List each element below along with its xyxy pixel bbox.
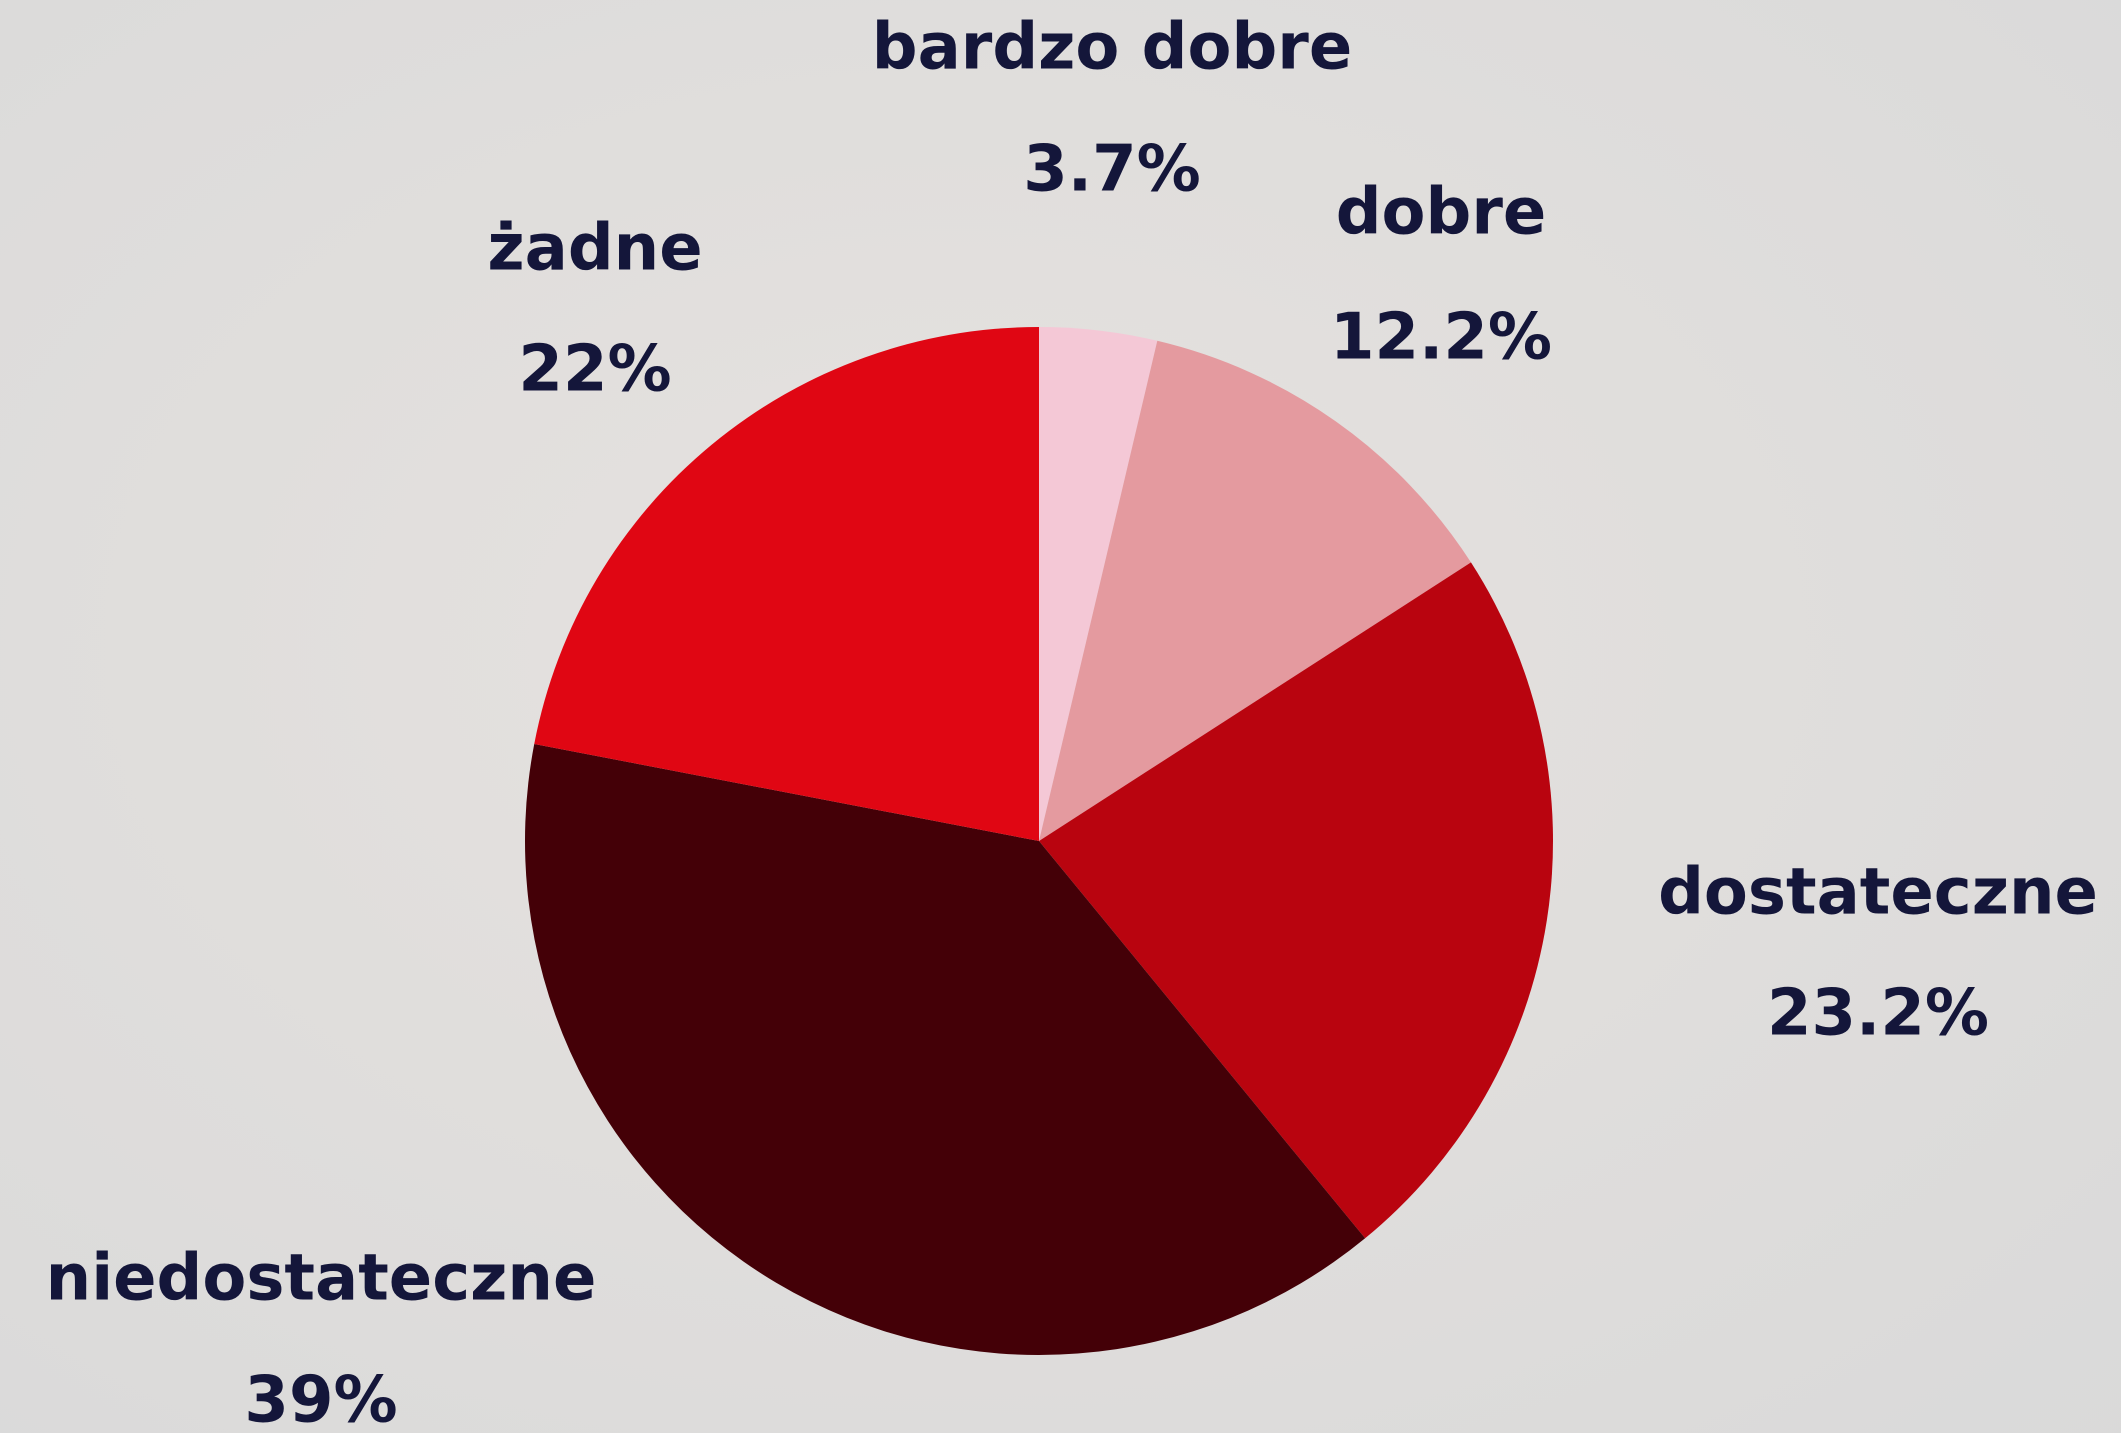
pie-slice bbox=[1039, 327, 1158, 841]
category-label: bardzo dobre bbox=[872, 11, 1352, 85]
category-label: dostateczne bbox=[1658, 856, 2098, 930]
pie-slice bbox=[1039, 562, 1553, 1239]
pie-slice bbox=[534, 327, 1039, 841]
value-label: 3.7% bbox=[1023, 133, 1201, 207]
value-label: 23.2% bbox=[1767, 977, 1989, 1051]
pie-slice bbox=[525, 743, 1366, 1355]
pie bbox=[525, 327, 1553, 1355]
category-label: dobre bbox=[1336, 176, 1547, 250]
category-label: żadne bbox=[487, 212, 702, 286]
labels: bardzo dobre 3.7% dobre 12.2% dostateczne 23.… bbox=[46, 11, 2098, 1433]
category-label: niedostateczne bbox=[46, 1242, 597, 1316]
value-label: 22% bbox=[518, 333, 671, 407]
value-label: 39% bbox=[244, 1364, 397, 1433]
pie-slice bbox=[1039, 340, 1471, 841]
value-label: 12.2% bbox=[1330, 301, 1552, 375]
